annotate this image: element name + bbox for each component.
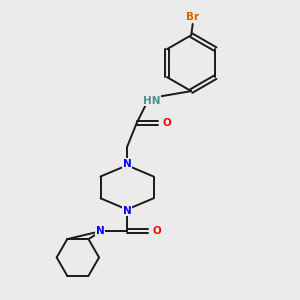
Text: N: N — [123, 206, 131, 216]
Text: Br: Br — [186, 12, 199, 22]
Text: HN: HN — [143, 95, 160, 106]
Text: O: O — [153, 226, 161, 236]
Text: N: N — [123, 159, 131, 169]
Text: O: O — [162, 118, 171, 128]
Text: N: N — [96, 226, 105, 236]
